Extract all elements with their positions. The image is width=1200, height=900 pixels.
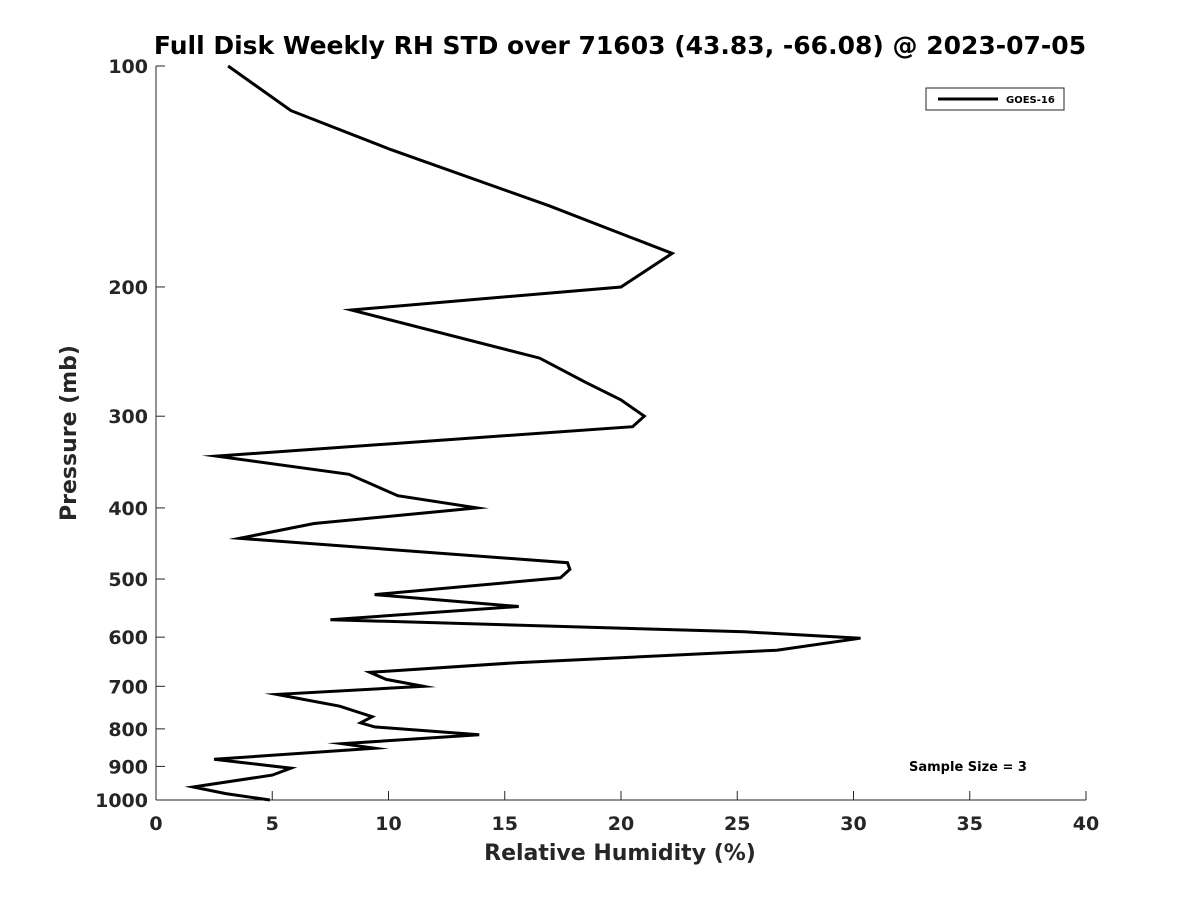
x-tick-label: 10 xyxy=(375,813,401,835)
y-tick-label: 1000 xyxy=(95,790,148,812)
x-tick-label: 30 xyxy=(840,813,866,835)
y-axis-label: Pressure (mb) xyxy=(57,345,82,521)
series-layer xyxy=(184,64,861,802)
sample-size-annotation: Sample Size = 3 xyxy=(909,760,1027,775)
y-tick-label: 500 xyxy=(108,569,148,591)
x-axis: 0 5 10 15 20 25 30 35 40 xyxy=(149,791,1099,835)
x-tick-label: 20 xyxy=(608,813,634,835)
legend-label: GOES-16 xyxy=(1006,95,1055,106)
y-tick-label: 700 xyxy=(108,676,148,698)
y-tick-label: 600 xyxy=(108,627,148,649)
legend: GOES-16 xyxy=(925,87,1065,111)
x-tick-label: 0 xyxy=(149,813,162,835)
x-axis-label: Relative Humidity (%) xyxy=(484,841,756,866)
series-line-goes-16 xyxy=(184,64,861,802)
y-tick-label: 100 xyxy=(108,56,148,78)
x-tick-label: 25 xyxy=(724,813,750,835)
x-tick-label: 40 xyxy=(1073,813,1099,835)
x-tick-label: 35 xyxy=(957,813,983,835)
x-tick-label: 5 xyxy=(266,813,279,835)
x-tick-label: 15 xyxy=(492,813,518,835)
y-tick-label: 400 xyxy=(108,498,148,520)
y-tick-label: 200 xyxy=(108,277,148,299)
y-axis: 100 200 300 400 500 600 700 800 900 1000 xyxy=(95,56,165,812)
y-tick-label: 900 xyxy=(108,756,148,778)
y-tick-label: 300 xyxy=(108,406,148,428)
chart-title: Full Disk Weekly RH STD over 71603 (43.8… xyxy=(154,31,1086,60)
y-tick-label: 800 xyxy=(108,719,148,741)
